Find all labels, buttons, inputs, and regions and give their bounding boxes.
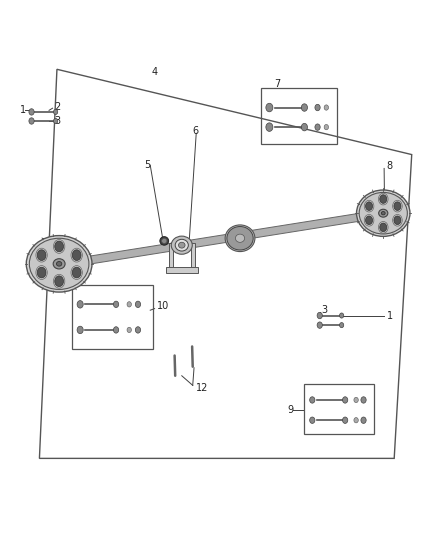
Text: 5: 5 <box>145 160 151 170</box>
Circle shape <box>53 118 58 124</box>
Circle shape <box>266 123 273 132</box>
Circle shape <box>113 301 119 308</box>
Circle shape <box>366 202 373 211</box>
Circle shape <box>53 109 58 115</box>
Ellipse shape <box>175 239 188 251</box>
Circle shape <box>315 124 320 131</box>
Circle shape <box>343 417 348 423</box>
Text: 1: 1 <box>20 106 26 115</box>
Ellipse shape <box>160 237 169 245</box>
Text: 4: 4 <box>151 67 157 77</box>
Ellipse shape <box>57 262 62 266</box>
Text: 7: 7 <box>275 79 281 89</box>
Ellipse shape <box>227 227 253 250</box>
Circle shape <box>301 124 307 131</box>
Circle shape <box>317 322 322 328</box>
Circle shape <box>135 327 141 333</box>
Bar <box>304 384 374 434</box>
Ellipse shape <box>359 192 407 234</box>
Text: 3: 3 <box>321 305 327 315</box>
Text: 10: 10 <box>157 302 169 311</box>
Text: 3: 3 <box>54 116 60 126</box>
Text: 8: 8 <box>387 161 393 171</box>
Circle shape <box>366 216 373 224</box>
Ellipse shape <box>379 209 388 217</box>
Circle shape <box>324 105 328 110</box>
Circle shape <box>127 327 131 333</box>
Polygon shape <box>68 209 383 268</box>
Circle shape <box>339 313 344 318</box>
Ellipse shape <box>236 234 244 243</box>
Circle shape <box>301 104 307 111</box>
Circle shape <box>324 125 328 130</box>
Bar <box>166 266 198 273</box>
Circle shape <box>72 250 81 261</box>
Ellipse shape <box>171 236 192 254</box>
Circle shape <box>72 267 81 278</box>
Polygon shape <box>39 69 412 458</box>
Bar <box>261 88 337 144</box>
Circle shape <box>354 417 358 423</box>
Text: 2: 2 <box>54 102 60 111</box>
Ellipse shape <box>29 238 89 289</box>
Text: 6: 6 <box>193 126 199 135</box>
Circle shape <box>343 397 348 403</box>
Circle shape <box>266 103 273 112</box>
Circle shape <box>315 104 320 111</box>
Bar <box>169 243 173 266</box>
Circle shape <box>127 302 131 307</box>
Circle shape <box>354 397 358 402</box>
Circle shape <box>37 250 46 261</box>
Circle shape <box>55 241 64 252</box>
Bar <box>72 285 153 349</box>
Circle shape <box>77 301 83 308</box>
Circle shape <box>29 109 34 115</box>
Circle shape <box>77 326 83 334</box>
Ellipse shape <box>53 259 65 269</box>
Circle shape <box>135 301 141 308</box>
Circle shape <box>394 202 401 211</box>
Text: 1: 1 <box>387 311 393 320</box>
Ellipse shape <box>225 225 255 252</box>
Circle shape <box>37 267 46 278</box>
Ellipse shape <box>178 242 185 248</box>
Circle shape <box>29 118 34 124</box>
Ellipse shape <box>162 239 167 243</box>
Circle shape <box>310 397 315 403</box>
Circle shape <box>55 276 64 287</box>
Circle shape <box>339 322 344 328</box>
Text: 9: 9 <box>287 406 293 415</box>
Circle shape <box>317 312 322 319</box>
Circle shape <box>310 417 315 423</box>
Circle shape <box>361 417 366 423</box>
Circle shape <box>361 397 366 403</box>
Bar <box>191 243 195 266</box>
Circle shape <box>380 223 387 232</box>
Ellipse shape <box>26 236 92 292</box>
Circle shape <box>380 195 387 203</box>
Text: 12: 12 <box>196 383 208 393</box>
Circle shape <box>113 327 119 333</box>
Ellipse shape <box>381 212 385 215</box>
Ellipse shape <box>357 190 410 237</box>
Text: 11: 11 <box>41 238 53 247</box>
Circle shape <box>394 216 401 224</box>
